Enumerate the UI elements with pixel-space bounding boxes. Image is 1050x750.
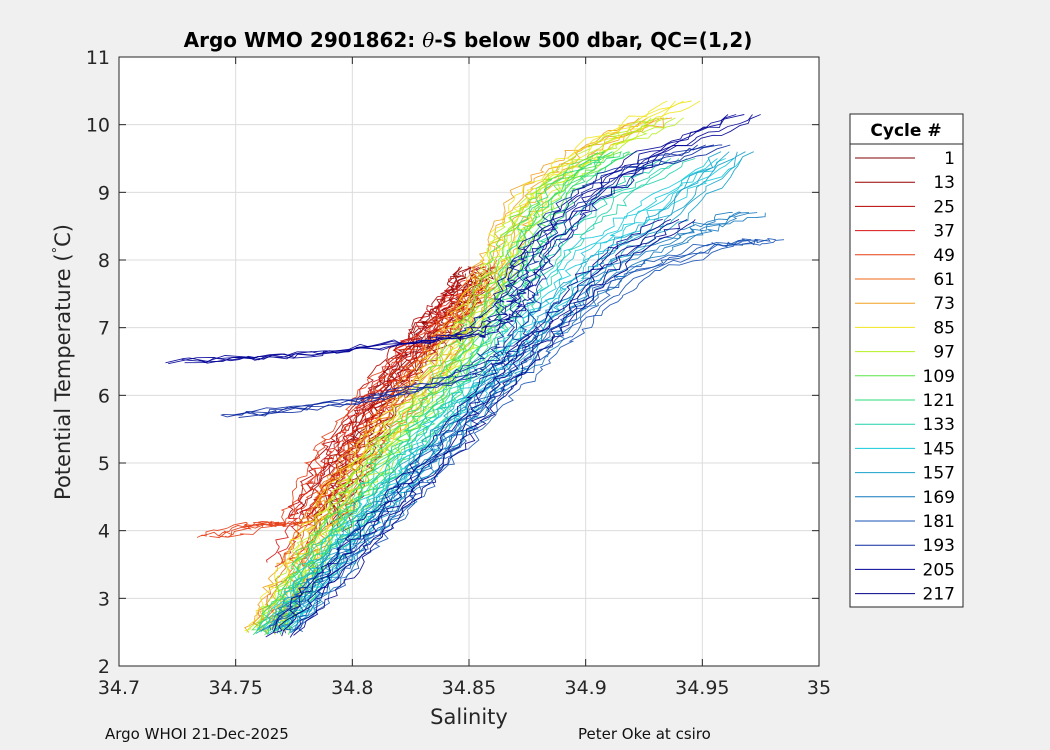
- legend-label-97: 97: [933, 343, 955, 363]
- legend-title: Cycle #: [870, 121, 941, 141]
- legend-label-73: 73: [933, 294, 955, 314]
- series-line-cycle-109: [251, 151, 598, 631]
- x-tick-label: 34.95: [675, 677, 729, 699]
- legend-label-1: 1: [944, 149, 955, 169]
- legend-label-61: 61: [933, 270, 955, 290]
- series-line-cycle-133: [256, 158, 663, 631]
- series-line-cycle-49: [201, 286, 468, 537]
- legend-box: [849, 113, 964, 608]
- series-line-cycle-157: [255, 151, 722, 634]
- series-layer: [165, 100, 785, 638]
- legend-label-109: 109: [923, 367, 955, 387]
- series-line-cycle-181: [285, 238, 776, 631]
- series-line-cycle-193: [222, 144, 706, 416]
- series-line-cycle-37: [280, 280, 475, 564]
- plot-area: [165, 100, 785, 638]
- y-tick-label: 9: [98, 182, 110, 204]
- chart-title: Argo WMO 2901862: θ-S below 500 dbar, QC…: [184, 28, 753, 52]
- legend-label-181: 181: [923, 512, 955, 532]
- x-tick-label: 35: [807, 677, 831, 699]
- x-tick-label: 34.7: [98, 677, 140, 699]
- series-line-cycle-217: [289, 219, 688, 638]
- series-line-cycle-109: [264, 151, 615, 636]
- legend-label-37: 37: [933, 222, 955, 242]
- series-line-cycle-181: [298, 239, 785, 632]
- legend: Cycle # 1 13 25 37 49 61 73 85 97 109 121 133 145 157…: [849, 113, 964, 608]
- legend-label-145: 145: [923, 439, 955, 459]
- legend-label-169: 169: [923, 488, 955, 508]
- legend-label-25: 25: [933, 197, 955, 217]
- series-line-cycle-73: [244, 117, 640, 633]
- y-tick-label: 10: [86, 115, 110, 137]
- series-line-cycle-73: [261, 117, 657, 635]
- series-line-cycle-217: [293, 219, 696, 636]
- series-line-cycle-193: [247, 144, 731, 417]
- y-tick-label: 7: [98, 318, 110, 340]
- series-line-cycle-205: [184, 114, 753, 364]
- series-line-cycle-85: [244, 100, 668, 632]
- series-line-cycle-193: [238, 144, 723, 418]
- series-line-cycle-97: [254, 117, 660, 634]
- footer-author: Peter Oke at csiro: [578, 725, 711, 743]
- x-tick-label: 34.85: [442, 677, 496, 699]
- legend-label-157: 157: [923, 464, 955, 484]
- y-tick-label: 3: [98, 588, 110, 610]
- series-line-cycle-61: [258, 259, 492, 625]
- series-line-cycle-121: [262, 151, 613, 636]
- legend-entries: 1 13 25 37 49 61 73 85 97 109 121 133 145 157 169 181 19…: [855, 149, 955, 605]
- x-tick-label: 34.8: [331, 677, 373, 699]
- legend-label-217: 217: [923, 585, 955, 605]
- y-axis-label: Potential Temperature (°C): [51, 224, 75, 500]
- series-line-cycle-121: [252, 151, 605, 636]
- y-tick-label: 6: [98, 385, 110, 407]
- y-tick-label: 2: [98, 656, 110, 678]
- series-line-cycle-121: [265, 151, 622, 631]
- y-tick-label: 4: [98, 521, 110, 543]
- tick-layer: 34.7 34.75 34.8 34.85 34.9 34.95 35 2 3 4 5 6 7 8 9 10 1…: [86, 47, 831, 699]
- y-tick-label: 5: [98, 453, 110, 475]
- legend-label-133: 133: [923, 415, 955, 435]
- series-line-cycle-25: [287, 266, 463, 519]
- series-line-cycle-37: [288, 280, 483, 565]
- footer-source-date: Argo WHOI 21-Dec-2025: [105, 725, 289, 743]
- x-tick-label: 34.9: [565, 677, 607, 699]
- series-line-cycle-217: [273, 218, 671, 634]
- legend-label-49: 49: [933, 246, 955, 266]
- series-line-cycle-49: [218, 286, 483, 538]
- legend-label-121: 121: [923, 391, 955, 411]
- series-line-cycle-205: [198, 114, 761, 364]
- legend-label-13: 13: [933, 173, 955, 193]
- series-line-cycle-37: [265, 280, 458, 563]
- x-tick-label: 34.75: [208, 677, 262, 699]
- legend-label-85: 85: [933, 318, 955, 338]
- y-tick-label: 8: [98, 250, 110, 272]
- series-line-cycle-73: [253, 117, 648, 632]
- series-line-cycle-145: [257, 158, 710, 631]
- legend-label-205: 205: [923, 560, 955, 580]
- x-axis-label: Salinity: [430, 705, 508, 729]
- legend-label-193: 193: [923, 536, 955, 556]
- y-tick-label: 11: [86, 47, 110, 69]
- series-line-cycle-217: [281, 218, 680, 637]
